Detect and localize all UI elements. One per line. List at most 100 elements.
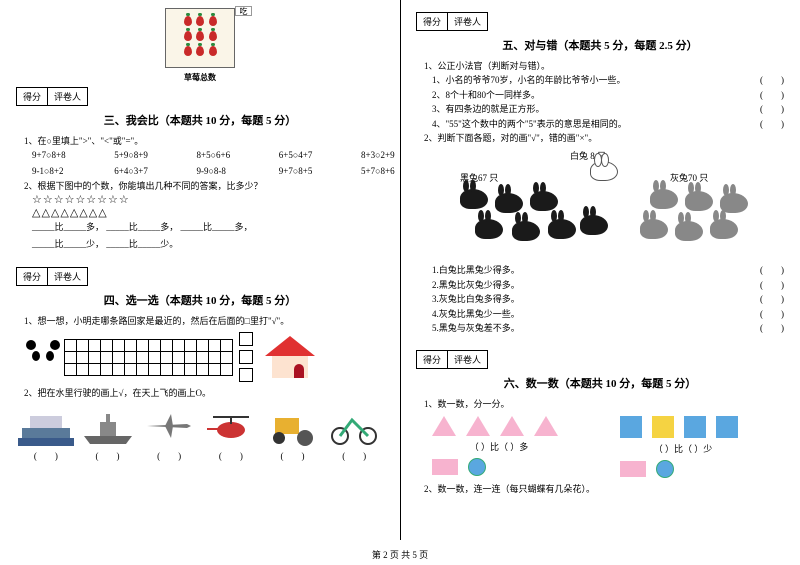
square-icon: [620, 416, 642, 438]
paren: ( ): [760, 88, 784, 102]
page-footer: 第 2 页 共 5 页: [0, 548, 800, 561]
paren: ( ): [760, 321, 784, 335]
gray-rabbit-icon: [650, 189, 678, 209]
sub-5: 5.黑兔与灰兔差不多。 ( ): [432, 321, 784, 335]
strawberry-icon: [209, 46, 217, 56]
gray-rabbit-icon: [640, 219, 668, 239]
sub-text: 5.黑兔与灰兔差不多。: [432, 323, 520, 333]
square-row: [620, 416, 738, 438]
strawberry-icon: [196, 46, 204, 56]
page: 吃 草莓总数 得分 评卷人 三、我会比（本题共 10 分，每题 5: [0, 0, 800, 540]
strawberry-icon: [184, 16, 192, 26]
score-label: 得分: [17, 268, 48, 285]
judge-text: 4、"55"这个数中的两个"5"表示的意思是相同的。: [432, 119, 627, 129]
score-label: 得分: [17, 88, 48, 105]
q4-1: 1、想一想，小明走哪条路回家是最近的，然后在后面的□里打"√"。: [24, 314, 384, 328]
judge-text: 3、有四条边的就是正方形。: [432, 104, 545, 114]
q5-1: 1、公正小法官（判断对与错）。: [424, 59, 784, 73]
paren: ( ): [760, 263, 784, 277]
strawberry-icon: [184, 46, 192, 56]
score-box: 得分 评卷人: [416, 350, 488, 369]
grader-label: 评卷人: [48, 88, 87, 105]
eq: 8+5○6+6: [197, 148, 277, 163]
maze-table: [64, 339, 233, 376]
left-column: 吃 草莓总数 得分 评卷人 三、我会比（本题共 10 分，每题 5: [0, 0, 400, 540]
rect-circle-row: [432, 458, 558, 476]
black-rabbit-icon: [530, 191, 558, 211]
sub-3: 3.灰兔比白兔多得多。( ): [432, 292, 784, 306]
checkbox[interactable]: [239, 350, 253, 364]
sub-4: 4.灰兔比黑兔少一些。( ): [432, 307, 784, 321]
black-rabbit-icon: [495, 193, 523, 213]
strawberry-figure: 吃 草莓总数: [16, 8, 384, 83]
checkbox[interactable]: [239, 368, 253, 382]
score-box: 得分 评卷人: [416, 12, 488, 31]
score-box: 得分 评卷人: [16, 267, 88, 286]
ebike-icon: [324, 403, 384, 449]
black-rabbit-icon: [512, 221, 540, 241]
gray-rabbit-icon: [675, 221, 703, 241]
house-icon: [265, 336, 315, 378]
shape-groups: （ ）比（ ）多 （ ）比（ ）少: [416, 412, 784, 482]
paren-row: ( ) ( ) ( ) ( ) ( ) ( ): [16, 449, 384, 462]
black-rabbit-icon: [548, 219, 576, 239]
paren: ( ): [139, 449, 199, 462]
right-column: 得分 评卷人 五、对与错（本题共 5 分，每题 2.5 分） 1、公正小法官（判…: [400, 0, 800, 540]
triangle-icon: [432, 416, 456, 436]
eq-row-2: 9-1○8+2 6+4○3+7 9-9○8-8 9+7○8+5 5+7○8+6: [32, 164, 384, 179]
q5-2: 2、判断下面各题，对的画"√"，错的画"×"。: [424, 131, 784, 145]
eq: 9+7○8+8: [32, 148, 112, 163]
white-rabbit-icon: [590, 161, 618, 181]
sub-1: 1.白兔比黑兔少得多。 ( ): [432, 263, 784, 277]
q6-1: 1、数一数，分一分。: [424, 397, 784, 411]
square-icon: [684, 416, 706, 438]
paren: ( ): [760, 278, 784, 292]
grader-label: 评卷人: [48, 268, 87, 285]
triangle-row: [432, 416, 558, 436]
section-5-title: 五、对与错（本题共 5 分，每题 2.5 分）: [416, 37, 784, 53]
sub-text: 1.白兔比黑兔少得多。: [432, 265, 520, 275]
judge-4: 4、"55"这个数中的两个"5"表示的意思是相同的。( ): [432, 117, 784, 131]
panda-icon: [28, 343, 58, 371]
square-icon: [716, 416, 738, 438]
blank-line-1: _____比_____多， _____比_____多， _____比_____多…: [32, 219, 384, 235]
maze-row: [28, 332, 384, 382]
black-rabbit-icon: [475, 219, 503, 239]
score-label: 得分: [417, 351, 448, 368]
column-divider: [400, 0, 401, 540]
warship-icon: [78, 403, 138, 449]
section-3-title: 三、我会比（本题共 10 分，每题 5 分）: [16, 112, 384, 128]
sub-text: 2.黑兔比灰兔少得多。: [432, 280, 520, 290]
eq: 5+9○8+9: [114, 148, 194, 163]
shape-group-right: （ ）比（ ）少: [604, 412, 754, 482]
black-rabbit-icon: [460, 189, 488, 209]
gray-rabbit-icon: [710, 219, 738, 239]
compare-2: （ ）比（ ）少: [612, 442, 754, 456]
eq: 6+5○4+7: [279, 148, 359, 163]
square-icon: [652, 416, 674, 438]
q3-1: 1、在○里填上">"、"<"或"="。: [24, 134, 384, 148]
paren: ( ): [263, 449, 323, 462]
rabbit-figure: 白兔 8 只 黑兔67 只 灰兔70 只: [440, 149, 760, 259]
section-6-title: 六、数一数（本题共 10 分，每题 5 分）: [416, 375, 784, 391]
eq: 6+4○3+7: [114, 164, 194, 179]
q3-2: 2、根据下图中的个数，你能填出几种不同的答案，比多少？: [24, 179, 384, 193]
circle-icon: [656, 460, 674, 478]
helicopter-icon: [201, 403, 261, 449]
rect-icon: [432, 459, 458, 475]
judge-3: 3、有四条边的就是正方形。( ): [432, 102, 784, 116]
plane-icon: [139, 403, 199, 449]
grader-label: 评卷人: [448, 351, 487, 368]
q4-2: 2、把在水里行驶的画上√，在天上飞的画上O。: [24, 386, 384, 400]
strawberry-caption: 草莓总数: [16, 72, 384, 83]
strawberry-icons: [166, 9, 234, 60]
maze-grid: [64, 339, 233, 376]
vehicle-row: [16, 403, 384, 449]
rect-icon: [620, 461, 646, 477]
triangle-icon: [466, 416, 490, 436]
judge-1: 1、小名的爷爷70岁，小名的年龄比爷爷小一些。( ): [432, 73, 784, 87]
sub-text: 4.灰兔比黑兔少一些。: [432, 309, 520, 319]
strawberry-icon: [209, 31, 217, 41]
judge-text: 1、小名的爷爷70岁，小名的年龄比爷爷小一些。: [432, 75, 626, 85]
checkbox[interactable]: [239, 332, 253, 346]
